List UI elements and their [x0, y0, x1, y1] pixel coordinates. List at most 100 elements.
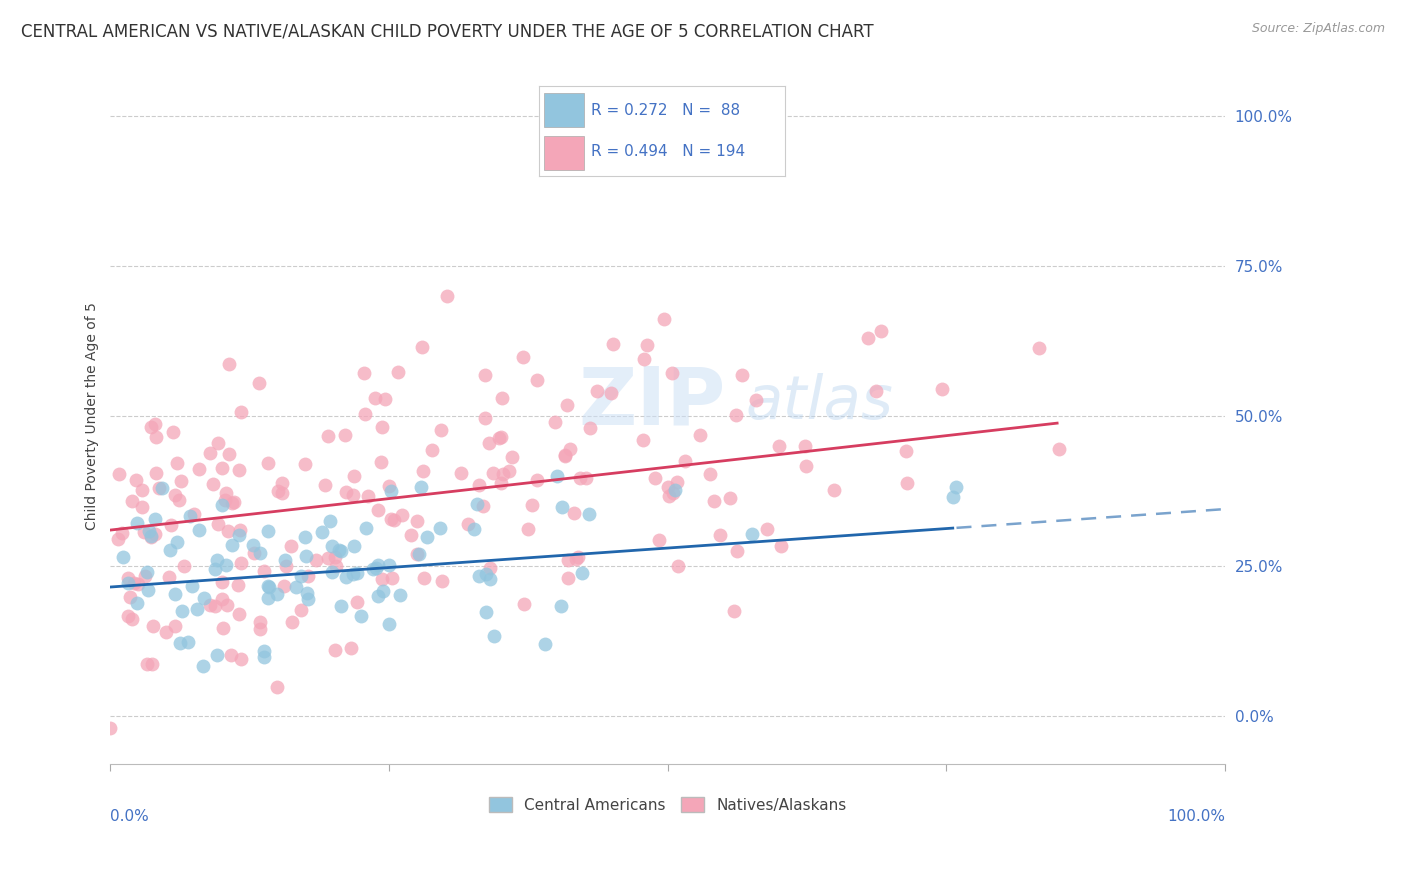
Point	[367, 503, 389, 517]
Point	[482, 466, 505, 480]
Point	[120, 591, 142, 605]
Point	[489, 475, 512, 490]
Point	[343, 469, 366, 483]
Point	[256, 456, 278, 470]
Point	[204, 599, 226, 614]
Point	[211, 461, 233, 475]
Point	[211, 575, 233, 590]
Point	[202, 476, 225, 491]
Point	[215, 558, 238, 572]
Point	[342, 566, 364, 581]
Point	[249, 623, 271, 637]
Point	[374, 392, 396, 407]
Point	[217, 524, 239, 538]
Point	[662, 485, 685, 500]
Point	[661, 367, 683, 381]
Text: atlas: atlas	[745, 373, 894, 432]
Text: CENTRAL AMERICAN VS NATIVE/ALASKAN CHILD POVERTY UNDER THE AGE OF 5 CORRELATION : CENTRAL AMERICAN VS NATIVE/ALASKAN CHILD…	[21, 22, 873, 40]
Point	[633, 351, 655, 366]
Point	[412, 464, 434, 478]
Point	[183, 508, 205, 522]
Point	[179, 508, 201, 523]
Point	[249, 615, 271, 629]
Point	[823, 483, 845, 498]
Point	[257, 579, 280, 593]
Point	[388, 588, 411, 602]
Point	[139, 530, 162, 544]
Point	[280, 539, 302, 553]
Point	[198, 598, 221, 612]
Point	[652, 312, 675, 326]
Point	[166, 534, 188, 549]
Point	[143, 512, 166, 526]
Point	[450, 466, 472, 480]
Point	[513, 598, 536, 612]
Point	[186, 602, 208, 616]
Point	[187, 523, 209, 537]
Point	[333, 427, 356, 442]
Point	[281, 615, 304, 629]
Point	[228, 463, 250, 477]
Point	[346, 566, 368, 580]
Point	[242, 538, 264, 552]
Point	[177, 635, 200, 649]
Point	[391, 508, 413, 522]
Point	[145, 467, 167, 481]
Point	[157, 570, 180, 584]
Point	[117, 608, 139, 623]
Point	[143, 526, 166, 541]
Point	[207, 436, 229, 450]
Point	[725, 409, 748, 423]
Point	[117, 571, 139, 585]
Point	[666, 475, 689, 490]
Point	[193, 591, 215, 605]
Point	[226, 577, 249, 591]
Point	[290, 603, 312, 617]
Point	[1047, 442, 1070, 456]
Point	[127, 577, 149, 591]
Point	[411, 340, 433, 354]
Point	[218, 447, 240, 461]
Point	[557, 571, 579, 585]
Point	[420, 443, 443, 458]
Point	[378, 617, 401, 632]
Point	[221, 496, 243, 510]
Y-axis label: Child Poverty Under the Age of 5: Child Poverty Under the Age of 5	[86, 302, 100, 530]
Point	[718, 491, 741, 505]
Point	[253, 649, 276, 664]
Point	[367, 589, 389, 603]
Point	[204, 562, 226, 576]
Point	[769, 539, 792, 553]
Point	[498, 464, 520, 478]
Point	[526, 473, 548, 487]
Point	[371, 584, 394, 599]
Point	[273, 579, 295, 593]
Point	[931, 383, 953, 397]
Point	[328, 543, 350, 558]
Point	[794, 458, 817, 473]
Point	[364, 391, 387, 405]
Point	[568, 471, 591, 485]
Point	[567, 550, 589, 565]
Point	[575, 471, 598, 485]
Point	[228, 527, 250, 541]
Point	[526, 373, 548, 387]
Point	[330, 544, 353, 558]
Point	[357, 489, 380, 503]
Point	[319, 514, 342, 528]
Text: ZIP: ZIP	[578, 363, 725, 442]
Point	[942, 490, 965, 504]
Point	[304, 552, 326, 566]
Point	[165, 587, 187, 601]
Point	[112, 549, 135, 564]
Point	[142, 619, 165, 633]
Point	[318, 551, 340, 566]
Text: 0.0%: 0.0%	[111, 809, 149, 824]
Point	[257, 591, 280, 605]
Point	[229, 556, 252, 570]
Point	[346, 595, 368, 609]
Point	[370, 455, 392, 469]
Point	[554, 448, 576, 462]
Point	[257, 580, 280, 594]
Point	[364, 561, 387, 575]
